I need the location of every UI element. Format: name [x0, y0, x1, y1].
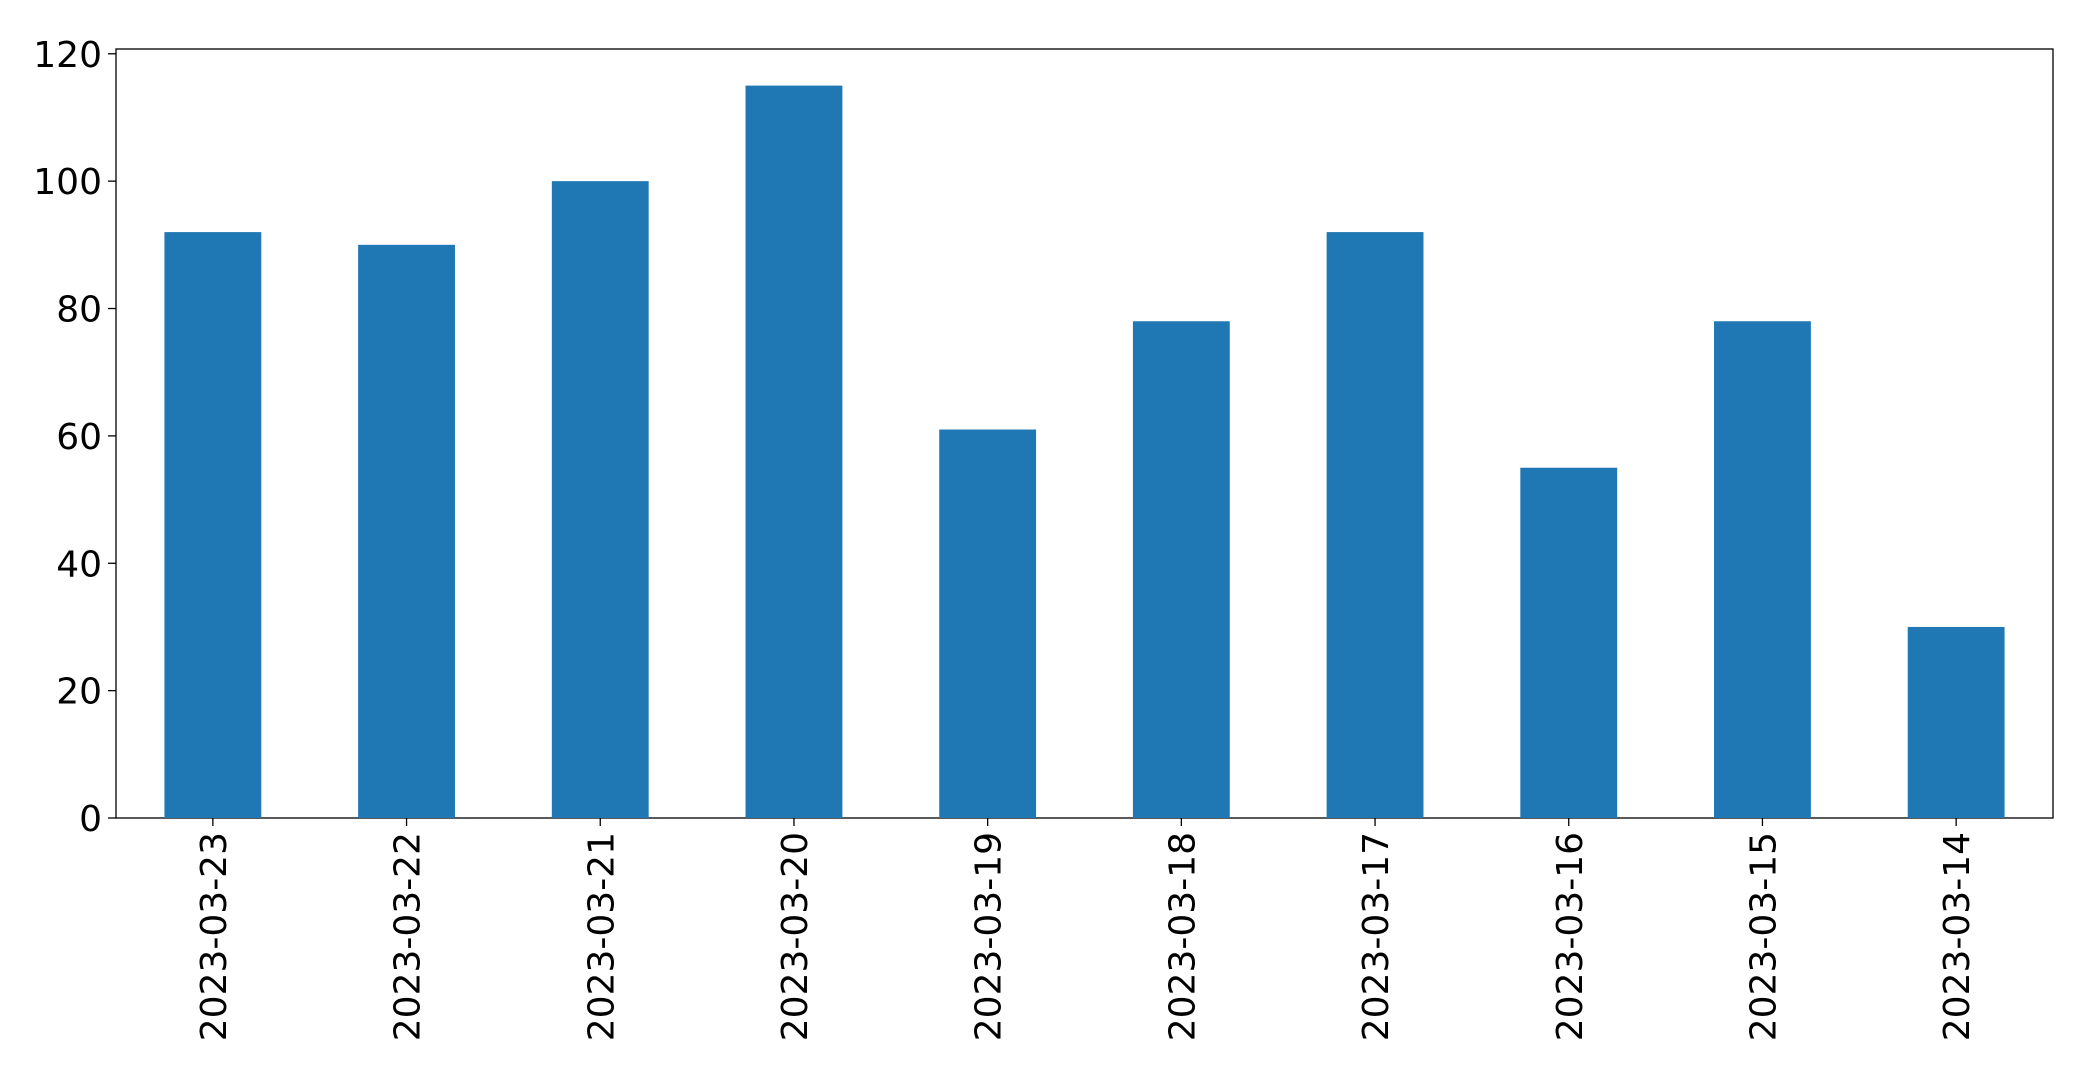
bar: [745, 85, 843, 819]
bar: [1520, 467, 1618, 818]
plot-frame: [115, 48, 2054, 819]
y-tick-label: 40: [56, 544, 102, 585]
y-tick-label: 120: [33, 35, 102, 76]
x-tick-label: 2023-03-14: [1937, 832, 1978, 1041]
bar: [1132, 321, 1230, 818]
bar: [939, 429, 1037, 818]
bar: [1326, 232, 1424, 819]
bar: [1907, 626, 2005, 818]
bar: [551, 181, 649, 819]
x-tick-label: 2023-03-22: [388, 832, 429, 1041]
x-tick-label: 2023-03-19: [969, 832, 1010, 1041]
x-tick-label: 2023-03-16: [1550, 832, 1591, 1041]
bar: [1714, 321, 1811, 818]
bar: [358, 244, 455, 819]
bar: [164, 232, 262, 819]
x-tick-label: 2023-03-23: [194, 832, 235, 1041]
x-tick-label: 2023-03-21: [581, 832, 622, 1041]
x-tick-label: 2023-03-15: [1743, 832, 1784, 1041]
x-tick-label: 2023-03-17: [1356, 832, 1397, 1041]
y-tick-label: 0: [79, 799, 102, 840]
y-tick-label: 20: [56, 672, 102, 713]
y-tick-label: 60: [56, 417, 102, 458]
y-tick-label: 100: [33, 162, 102, 203]
y-tick-label: 80: [56, 290, 102, 331]
x-tick-label: 2023-03-20: [775, 832, 816, 1041]
x-tick-label: 2023-03-18: [1162, 832, 1203, 1041]
